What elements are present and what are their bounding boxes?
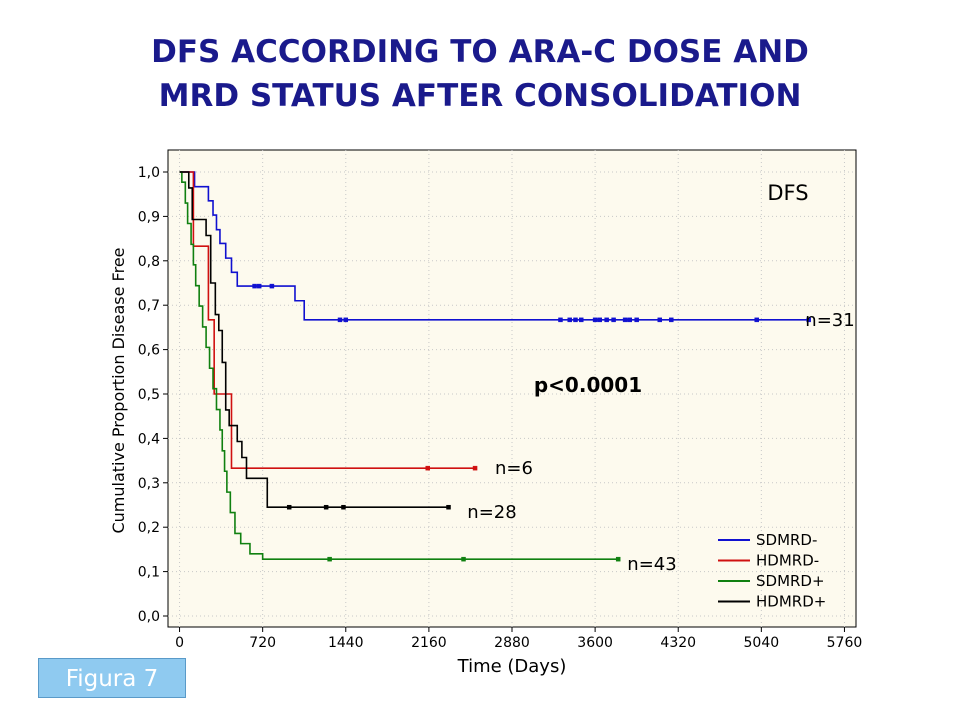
x-tick-label: 2160	[411, 635, 447, 651]
x-tick-label: 1440	[328, 635, 364, 651]
censor-mark	[627, 317, 632, 323]
censor-mark	[573, 317, 578, 323]
y-tick-label: 0,6	[138, 343, 160, 359]
y-tick-label: 0,7	[138, 298, 160, 314]
series-line	[179, 171, 809, 321]
n-label: n=6	[495, 458, 533, 479]
censor-mark	[472, 465, 478, 471]
y-tick-label: 0,2	[138, 520, 160, 536]
censor-mark	[286, 504, 292, 510]
censor-mark	[567, 317, 572, 323]
x-tick-label: 5040	[744, 635, 780, 651]
y-tick-label: 0,4	[138, 431, 160, 447]
censor-mark	[611, 317, 616, 323]
figure-badge: Figura 7	[38, 658, 186, 698]
n-label: n=43	[627, 554, 676, 575]
censor-mark	[446, 504, 451, 510]
censor-mark	[615, 556, 621, 562]
plot-area	[167, 149, 857, 628]
x-axis-title: Time (Days)	[457, 656, 567, 677]
censor-mark	[323, 504, 329, 510]
y-axis-title: Cumulative Proportion Disease Free	[109, 247, 128, 533]
x-tick-label: 3600	[577, 635, 613, 651]
legend-label: SDMRD-	[756, 531, 817, 549]
n-label: n=31	[805, 310, 854, 331]
series-line	[179, 171, 619, 560]
legend-label: SDMRD+	[756, 572, 825, 590]
series-hdmrd-	[179, 171, 478, 471]
censor-mark	[461, 556, 466, 562]
x-tick-label: 2880	[494, 635, 530, 651]
legend: SDMRD- HDMRD- SDMRD+ HDMRD+	[718, 531, 826, 611]
censor-mark	[657, 317, 663, 323]
x-tick-label: 0	[175, 635, 184, 651]
y-tick-label: 0,5	[138, 387, 160, 403]
censor-mark	[343, 317, 349, 323]
panel-label: DFS	[767, 181, 808, 205]
slide-title: DFS ACCORDING TO ARA-C DOSE AND MRD STAT…	[0, 30, 960, 118]
y-tick-label: 0,3	[138, 476, 160, 492]
x-tick-label: 720	[249, 635, 276, 651]
censor-mark	[252, 283, 257, 289]
slide-title-line-2: MRD STATUS AFTER CONSOLIDATION	[158, 78, 802, 114]
x-tick-label: 5760	[827, 635, 863, 651]
y-tick-label: 0,9	[138, 209, 160, 225]
censor-mark	[327, 556, 332, 562]
censor-mark	[256, 283, 262, 289]
censor-mark	[806, 317, 811, 323]
censor-mark	[579, 317, 584, 323]
censor-mark	[622, 317, 628, 323]
y-tick-label: 0,8	[138, 254, 160, 270]
legend-label: HDMRD+	[756, 593, 826, 611]
legend-label: HDMRD-	[756, 552, 819, 570]
p-value-annotation: p<0.0001	[534, 373, 642, 397]
series-sdmrd-	[179, 171, 811, 323]
censor-mark	[425, 465, 430, 471]
censor-mark	[754, 317, 759, 323]
series-line	[179, 171, 449, 509]
censor-mark	[337, 317, 343, 323]
slide-title-line-1: DFS ACCORDING TO ARA-C DOSE AND	[151, 34, 809, 70]
censor-mark	[597, 317, 602, 323]
series-sdmrd-	[179, 171, 621, 562]
y-tick-label: 0,0	[138, 609, 160, 625]
series-hdmrd-	[179, 171, 451, 510]
censor-mark	[592, 317, 598, 323]
censor-mark	[269, 283, 275, 289]
y-tick-label: 0,1	[138, 565, 160, 581]
censor-mark	[669, 317, 674, 323]
censor-mark	[604, 317, 609, 323]
censor-mark	[634, 317, 639, 323]
series-line	[179, 171, 476, 469]
n-label: n=28	[467, 502, 516, 523]
censor-mark	[341, 504, 346, 510]
y-tick-label: 1,0	[138, 165, 160, 181]
x-tick-label: 4320	[660, 635, 696, 651]
censor-mark	[558, 317, 563, 323]
